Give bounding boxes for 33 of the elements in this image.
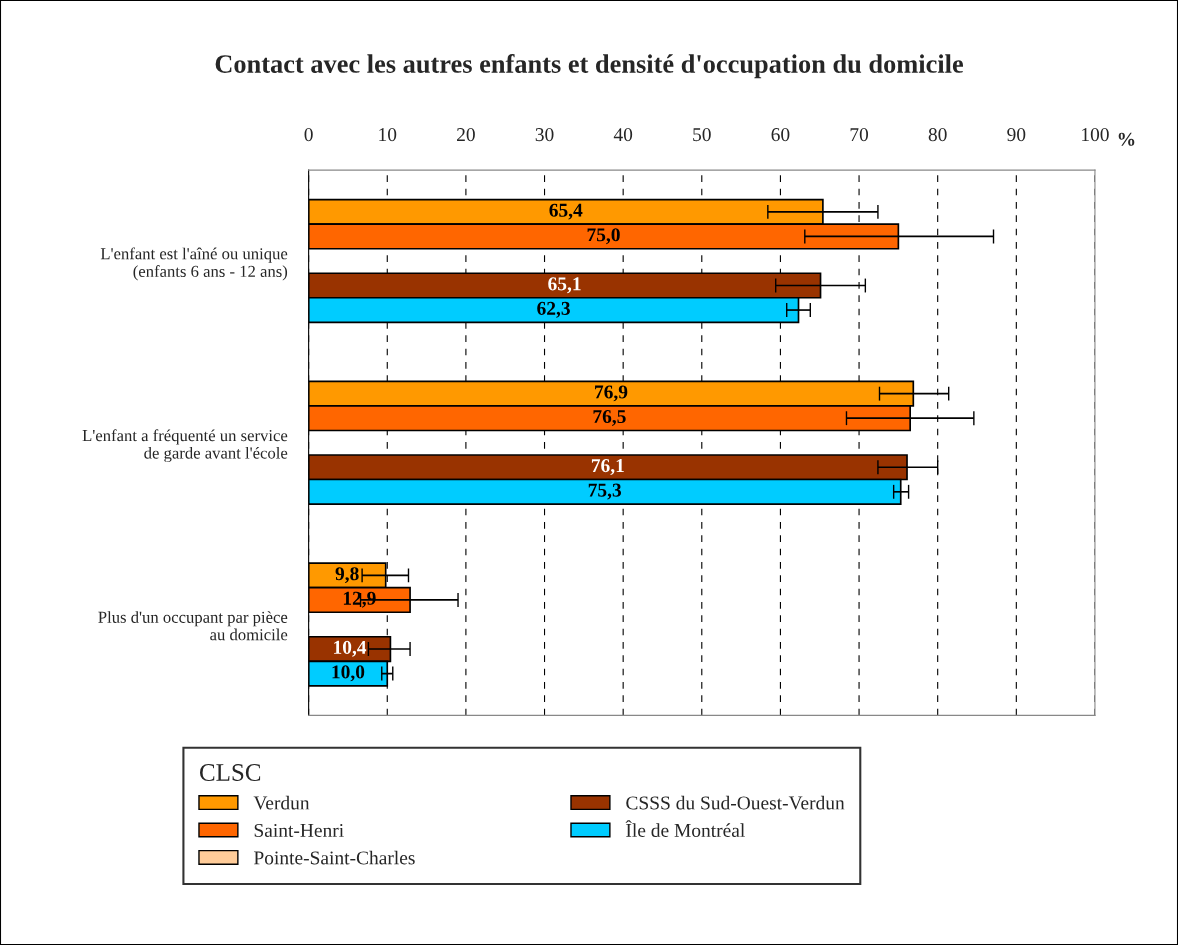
x-axis-title: % (1118, 132, 1135, 146)
x-tick-label: 100 (1082, 128, 1109, 142)
x-tick-label: 70 (850, 128, 869, 142)
x-tick-label: 0 (304, 128, 313, 142)
x-tick-label: 90 (1007, 128, 1026, 142)
x-tick-label: 50 (693, 128, 711, 142)
data-label: 65,1 (548, 277, 581, 294)
x-tick-label: 10 (379, 128, 397, 142)
legend-label: CSSS du Sud-Ouest-Verdun (626, 795, 845, 810)
x-tick-label: 30 (535, 128, 554, 142)
data-label: 10,4 (334, 640, 367, 657)
data-label: 76,1 (591, 459, 624, 475)
legend-label: Verdun (253, 795, 310, 810)
data-label: 62,3 (537, 301, 570, 318)
x-tick-label: 20 (457, 128, 475, 142)
chart-title: Contact avec les autres enfants et densité d'occupation du domicile (215, 54, 963, 79)
data-label: 75,0 (587, 228, 620, 245)
legend-label: Saint-Henri (254, 823, 344, 837)
x-tick-label: 80 (928, 128, 947, 142)
data-label: 9,8 (335, 567, 359, 584)
y-tick-label: L'enfant a fréquenté un service de garde avant l'école (82, 429, 288, 463)
x-tick-label: 40 (613, 128, 633, 142)
x-tick-label: 60 (771, 128, 790, 142)
legend-label: Pointe-Saint-Charles (253, 850, 415, 865)
data-label: 76,5 (593, 410, 626, 426)
data-label: 10,0 (332, 665, 365, 682)
data-label: 75,3 (588, 483, 622, 500)
legend-label: Île de Montréal (625, 820, 745, 837)
y-tick-label: L'enfant est l'aîné ou unique (enfants 6 ans - 12 ans) (100, 247, 288, 281)
legend-title: CLSC (200, 764, 261, 781)
data-label: 76,9 (595, 385, 628, 402)
y-tick-label: Plus d'un occupant par pièce au domicile (98, 611, 288, 641)
data-label: 65,4 (549, 203, 583, 220)
